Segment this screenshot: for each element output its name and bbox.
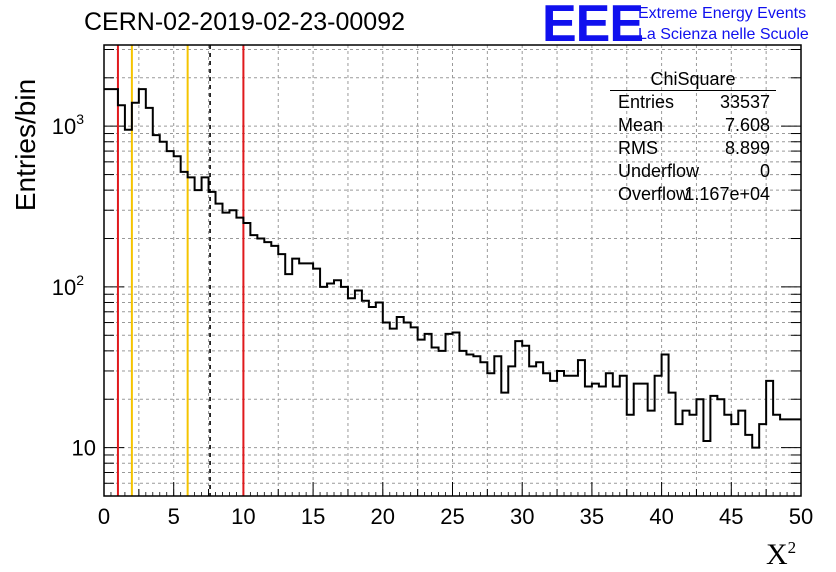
stats-row-rms: RMS 8.899 xyxy=(610,137,776,160)
stats-row-mean: Mean 7.608 xyxy=(610,114,776,137)
y-tick-label-base: 10 xyxy=(52,275,76,300)
stats-value: 1.167e+04 xyxy=(684,184,770,204)
x-axis-label-base: X xyxy=(766,538,788,571)
x-axis-label-exponent: 2 xyxy=(787,538,797,557)
x-axis-label: X2 xyxy=(766,538,796,572)
x-tick-label: 30 xyxy=(510,504,534,529)
x-tick-label: 15 xyxy=(301,504,325,529)
logo-line-2: La Scienza nelle Scuole xyxy=(638,26,809,43)
y-tick-label: 10 xyxy=(72,436,96,461)
eee-logo: EEE xyxy=(542,0,644,53)
stats-label: Entries xyxy=(618,92,675,112)
y-tick-label-exponent: 2 xyxy=(76,272,84,288)
stats-value: 7.608 xyxy=(724,115,770,135)
stats-row-overflow: Overflow 1.167e+04 xyxy=(610,183,776,206)
y-tick-label-exponent: 3 xyxy=(76,111,84,127)
x-tick-label: 35 xyxy=(580,504,604,529)
x-tick-label: 50 xyxy=(789,504,813,529)
y-tick-label-base: 10 xyxy=(52,114,76,139)
x-tick-label: 5 xyxy=(168,504,180,529)
stats-box: ChiSquare Entries 33537 Mean 7.608 RMS 8… xyxy=(610,68,776,206)
stats-row-underflow: Underflow 0 xyxy=(610,160,776,183)
x-tick-label: 20 xyxy=(371,504,395,529)
stats-value: 8.899 xyxy=(724,138,770,158)
x-tick-label: 25 xyxy=(440,504,464,529)
logo-text: Extreme Energy Events La Scienza nelle S… xyxy=(638,3,809,45)
y-axis-label: Entries/bin xyxy=(10,78,41,212)
plot-frame xyxy=(103,44,802,497)
stats-label: Mean xyxy=(618,115,664,135)
y-tick-label: 102 xyxy=(52,272,84,300)
grid-layer xyxy=(104,45,801,497)
y-tick-label: 103 xyxy=(52,111,84,139)
y-axis-label-box: Entries/bin xyxy=(6,79,46,211)
stats-label: RMS xyxy=(618,138,658,158)
chart-title: CERN-02-2019-02-23-00092 xyxy=(84,8,406,36)
histogram-layer xyxy=(104,88,801,449)
stats-title: ChiSquare xyxy=(610,68,776,91)
stats-label: Underflow xyxy=(618,161,700,181)
x-tick-label: 45 xyxy=(719,504,743,529)
y-tick-label-base: 10 xyxy=(72,436,96,461)
stats-label: Overflow xyxy=(618,184,690,204)
stats-row-entries: Entries 33537 xyxy=(610,91,776,114)
stats-value: 0 xyxy=(759,161,770,181)
histogram-line xyxy=(104,88,801,449)
x-tick-label: 10 xyxy=(231,504,255,529)
x-tick-label: 0 xyxy=(98,504,110,529)
vertical-lines-layer xyxy=(116,45,245,496)
stats-value: 33537 xyxy=(719,92,770,112)
x-tick-label: 40 xyxy=(649,504,673,529)
logo-line-1: Extreme Energy Events xyxy=(638,5,807,22)
